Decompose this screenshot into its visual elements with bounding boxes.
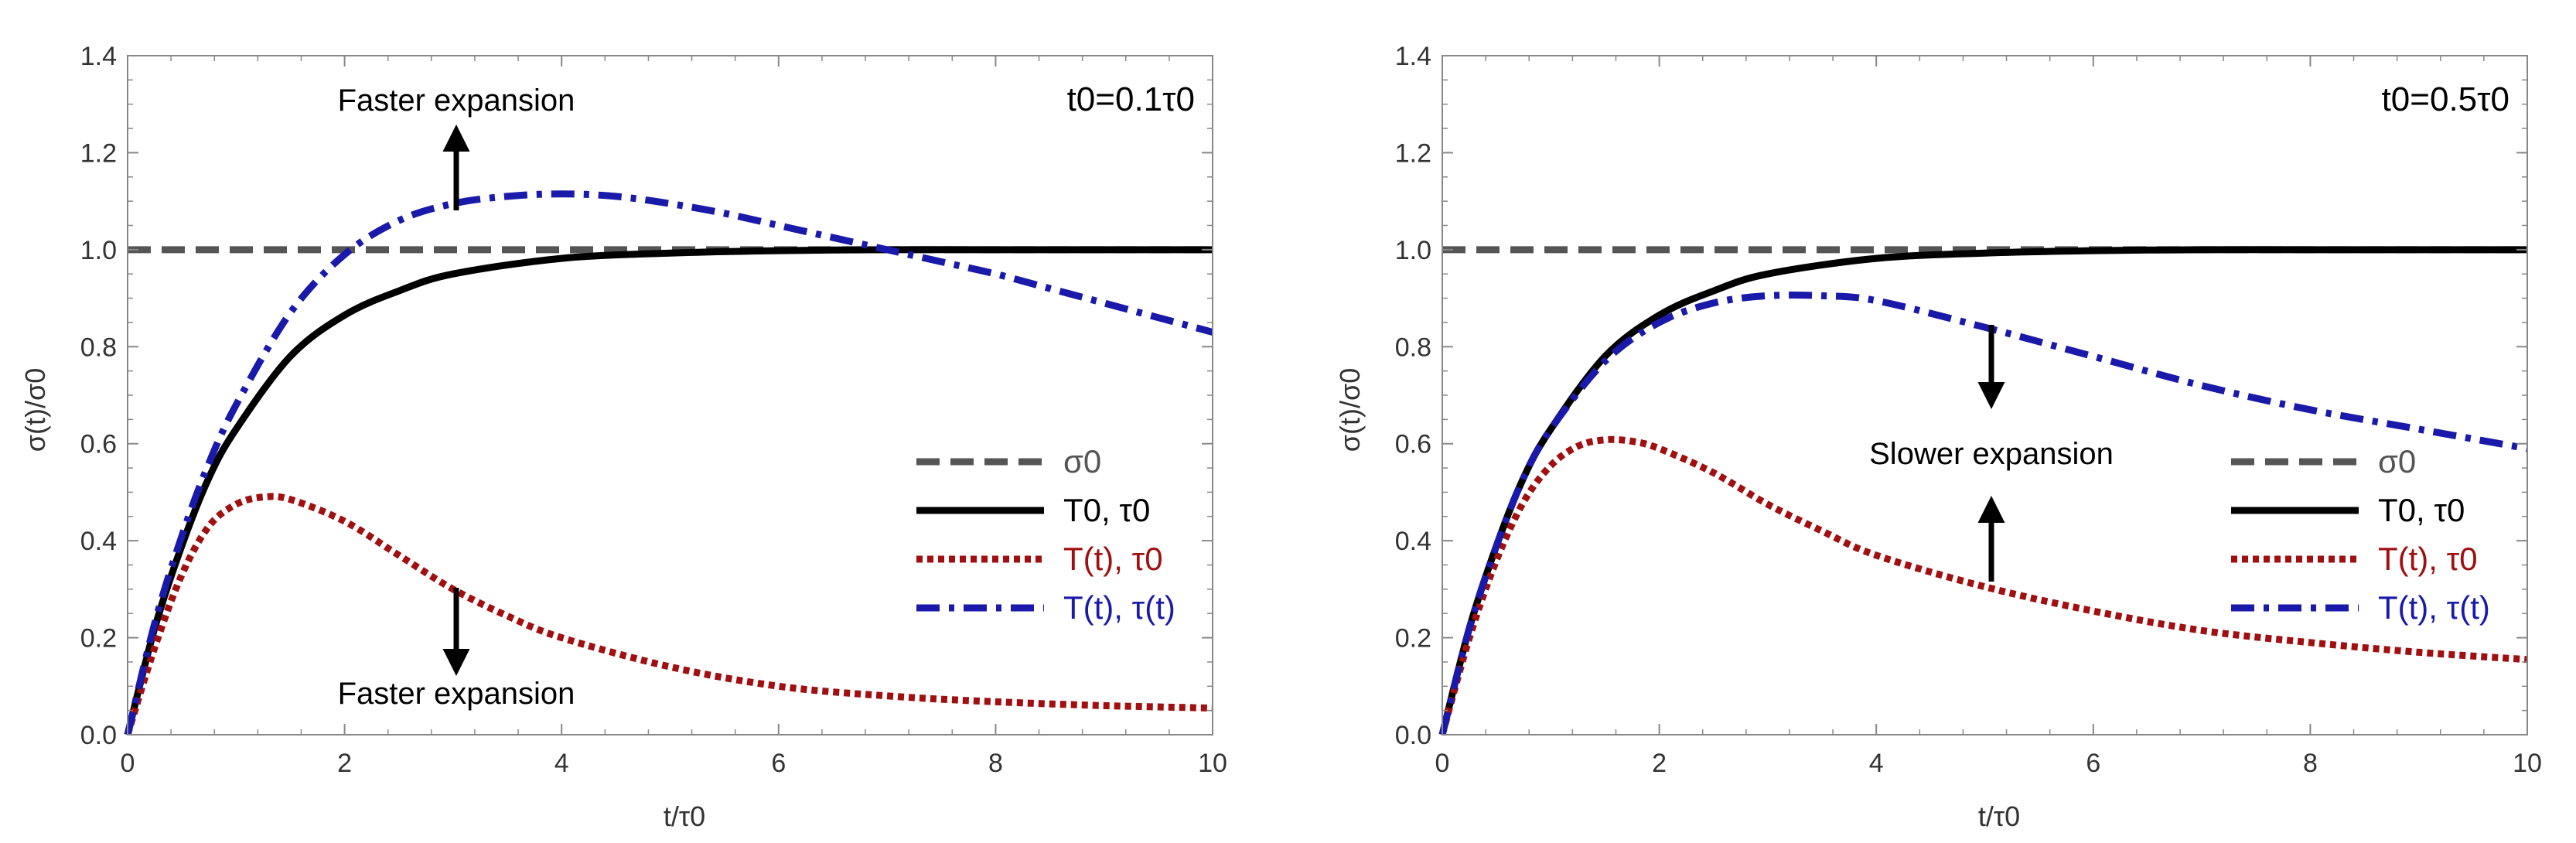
x-tick-label: 10 <box>1198 749 1227 778</box>
y-axis-label: σ(t)/σ0 <box>19 368 51 452</box>
legend-label-sigma0: σ0 <box>1063 443 1101 480</box>
axis-ticks: 0 2 4 6 8 10 0.0 0.2 0.4 0.6 0.8 1.0 1.2 1.4 <box>1395 42 2542 778</box>
y-tick-label: 1.4 <box>80 42 117 71</box>
y-tick-label: 0.8 <box>1395 333 1431 362</box>
y-tick-label: 0.2 <box>80 624 117 654</box>
y-axis-label: σ(t)/σ0 <box>1334 368 1366 452</box>
plot-frame <box>127 55 1213 735</box>
param-label: t0=0.5τ0 <box>2382 80 2509 118</box>
curve-Tt-taut <box>1438 291 2528 736</box>
curve-Tt-tau0 <box>1438 435 2528 736</box>
x-tick-label: 10 <box>2513 749 2542 778</box>
chart-panel-left: 0 2 4 6 8 10 0.0 0.2 0.4 0.6 0.8 1.0 1.2 1.4 t/τ0 σ(t… <box>19 42 1227 832</box>
annotation-faster-expansion-bottom: Faster expansion <box>338 677 575 711</box>
x-tick-label: 8 <box>988 749 1003 778</box>
y-tick-label: 0.0 <box>80 721 117 750</box>
legend: σ0 T0, τ0 T(t), τ0 T(t), τ(t) <box>916 443 1175 626</box>
x-axis-label: t/τ0 <box>1978 800 2020 832</box>
legend: σ0 T0, τ0 T(t), τ0 T(t), τ(t) <box>2231 443 2490 626</box>
legend-label-Tt-taut: T(t), τ(t) <box>2378 589 2490 626</box>
y-tick-label: 1.0 <box>1395 236 1431 265</box>
x-tick-label: 0 <box>121 749 135 778</box>
y-tick-label: 1.0 <box>80 236 117 265</box>
y-tick-label: 0.8 <box>80 333 117 362</box>
legend-label-sigma0: σ0 <box>2378 443 2416 480</box>
chart-panel-right: 0 2 4 6 8 10 0.0 0.2 0.4 0.6 0.8 1.0 1.2 1.4 t/τ0 σ(t… <box>1334 42 2542 832</box>
x-tick-label: 4 <box>1869 749 1884 778</box>
legend-label-Tt-tau0: T(t), τ0 <box>2378 541 2478 577</box>
annotation-slower-expansion: Slower expansion <box>1869 437 2114 471</box>
axis-ticks: 0 2 4 6 8 10 0.0 0.2 0.4 0.6 0.8 1.0 1.2 1.4 <box>80 42 1227 778</box>
curve-Tt-taut <box>124 190 1214 736</box>
y-tick-label: 0.0 <box>1395 721 1431 750</box>
y-tick-label: 0.6 <box>80 430 117 459</box>
plot-lines <box>1438 246 2528 736</box>
y-tick-label: 1.2 <box>80 138 117 168</box>
legend-label-Tt-tau0: T(t), τ0 <box>1063 541 1163 577</box>
y-tick-label: 0.4 <box>80 527 117 556</box>
x-tick-label: 8 <box>2303 749 2318 778</box>
y-tick-label: 0.2 <box>1395 624 1431 654</box>
y-tick-label: 0.4 <box>1395 527 1431 556</box>
plot-lines <box>124 190 1214 736</box>
x-tick-label: 6 <box>771 749 786 778</box>
x-axis-label: t/τ0 <box>664 800 705 832</box>
y-tick-label: 1.2 <box>1395 138 1431 168</box>
legend-label-T0-tau0: T0, τ0 <box>1063 492 1150 528</box>
x-tick-label: 6 <box>2086 749 2100 778</box>
x-tick-label: 0 <box>1435 749 1450 778</box>
x-tick-label: 4 <box>554 749 569 778</box>
x-tick-label: 2 <box>337 749 352 778</box>
curve-T0-tau0 <box>1438 246 2527 736</box>
annotation-faster-expansion-top: Faster expansion <box>338 84 575 118</box>
y-tick-label: 0.6 <box>1395 430 1431 459</box>
legend-label-Tt-taut: T(t), τ(t) <box>1063 589 1175 626</box>
x-tick-label: 2 <box>1652 749 1667 778</box>
curve-Tt-tau0 <box>124 493 1213 736</box>
param-label: t0=0.1τ0 <box>1067 80 1195 118</box>
plot-frame <box>1442 55 2528 735</box>
legend-label-T0-tau0: T0, τ0 <box>2378 492 2465 528</box>
y-tick-label: 1.4 <box>1395 42 1431 71</box>
curve-T0-tau0 <box>124 246 1213 736</box>
